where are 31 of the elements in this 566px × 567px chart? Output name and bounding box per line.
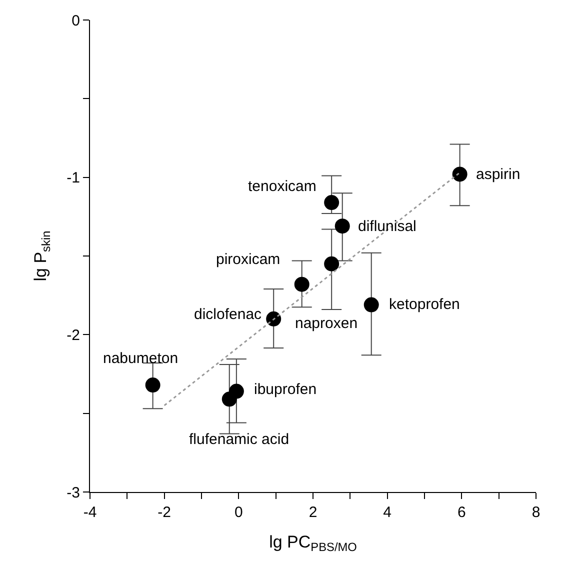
point: [324, 195, 340, 210]
annotation: ibuprofen: [254, 381, 317, 398]
point: [364, 297, 379, 312]
annotation: naproxen: [295, 315, 358, 332]
annotation: tenoxicam: [248, 178, 316, 195]
y-tick-label: -2: [66, 326, 80, 344]
x-tick-label: -4: [83, 504, 97, 521]
annotation: flufenamic acid: [189, 431, 290, 448]
x-axis-title: lg PC$_{PBS/MO}$: [269, 532, 357, 554]
point: [266, 311, 282, 326]
point: [334, 218, 350, 234]
x-tick-label: 8: [532, 504, 540, 521]
annotation: diflunisal: [358, 218, 416, 235]
y-tick-label: -3: [66, 484, 80, 502]
x-tick-label: 2: [308, 504, 318, 521]
y-tick-label: 0: [72, 12, 80, 30]
annotation: ketoprofen: [389, 296, 460, 313]
annotation: nabumeton: [103, 350, 178, 367]
point: [222, 392, 237, 407]
x-tick-label: 6: [458, 504, 466, 521]
annotation: diclofenac: [194, 306, 262, 323]
point: [324, 256, 340, 272]
point: [452, 166, 468, 182]
x-tick-label: 4: [383, 504, 392, 521]
annotation: piroxicam: [216, 251, 280, 268]
x-tick-label: -2: [158, 504, 171, 521]
point: [145, 378, 160, 393]
y-tick-label: -1: [66, 170, 80, 187]
x-tick-label: 0: [234, 504, 243, 521]
point: [294, 276, 310, 292]
annotation: aspirin: [476, 166, 520, 183]
